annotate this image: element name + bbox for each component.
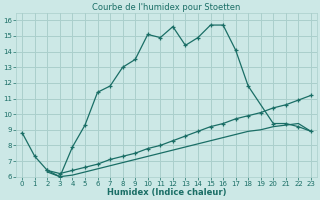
Title: Courbe de l'humidex pour Stoetten: Courbe de l'humidex pour Stoetten xyxy=(92,3,241,12)
X-axis label: Humidex (Indice chaleur): Humidex (Indice chaleur) xyxy=(107,188,226,197)
